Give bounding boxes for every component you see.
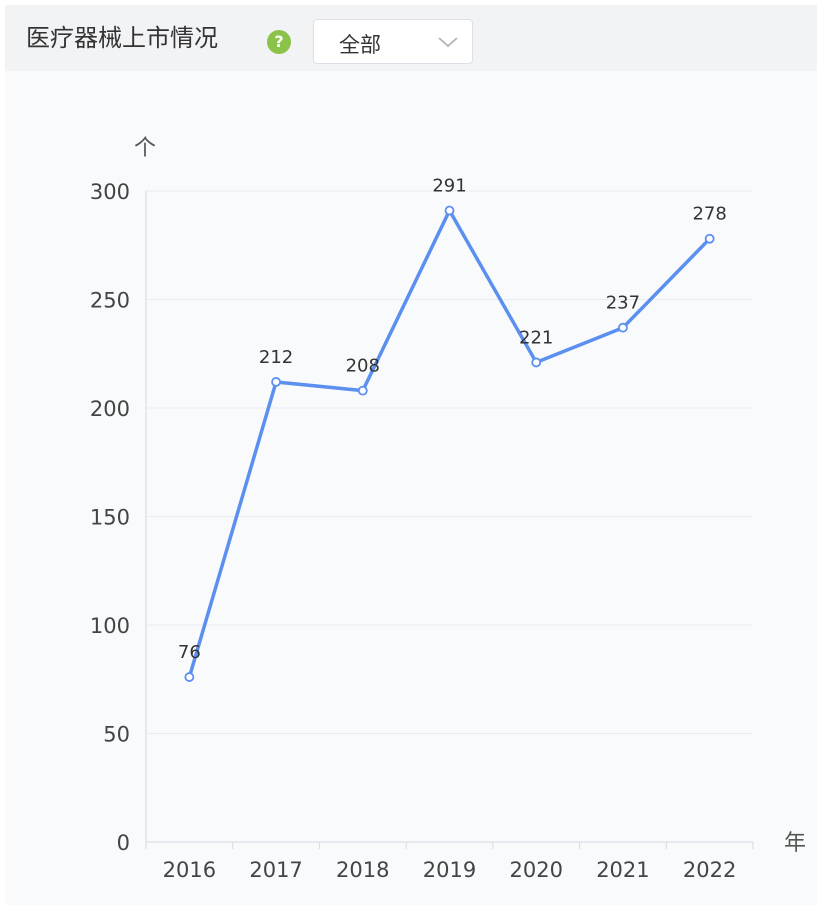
data-point xyxy=(184,672,195,682)
y-tick-label: 150 xyxy=(90,506,130,530)
y-tick-label: 250 xyxy=(90,289,130,313)
data-label: 237 xyxy=(606,293,640,314)
y-tick-label: 200 xyxy=(90,397,130,421)
x-axis-label: 年 xyxy=(784,831,806,856)
header-bar: 医疗器械上市情况 ? 全部 xyxy=(5,5,817,71)
data-point xyxy=(357,385,368,396)
chevron-down-icon xyxy=(438,37,458,48)
data-point xyxy=(531,357,542,368)
y-tick-label: 300 xyxy=(90,180,130,204)
y-tick-label: 100 xyxy=(90,614,130,638)
y-tick-label: 0 xyxy=(117,831,130,855)
select-value: 全部 xyxy=(339,33,381,57)
data-point xyxy=(271,377,281,387)
data-point xyxy=(618,322,628,333)
chart-area: 0 50 100 150 200 250 300 2016 2017 2018 2019 2020 20… xyxy=(5,71,817,905)
x-tick-label: 2020 xyxy=(509,858,562,882)
x-tick-label: 2018 xyxy=(336,858,389,882)
x-tick-label: 2021 xyxy=(596,858,649,882)
data-label: 76 xyxy=(178,642,201,663)
page-title: 医疗器械上市情况 xyxy=(26,24,218,52)
data-label: 221 xyxy=(519,327,553,348)
y-axis-label: 个 xyxy=(134,136,156,161)
data-label: 208 xyxy=(346,356,380,377)
x-tick-label: 2016 xyxy=(163,858,216,882)
x-tick-label: 2017 xyxy=(249,858,302,882)
category-select[interactable]: 全部 xyxy=(313,19,473,64)
data-label: 291 xyxy=(432,176,466,197)
data-point xyxy=(704,233,715,244)
x-tick-label: 2019 xyxy=(423,858,476,882)
data-label: 278 xyxy=(692,204,726,225)
question-circle-icon[interactable]: ? xyxy=(267,30,291,54)
data-point xyxy=(444,205,455,216)
series-line xyxy=(187,208,711,678)
x-tick-label: 2022 xyxy=(683,858,736,882)
data-label: 212 xyxy=(259,347,293,368)
line-chart: 0 50 100 150 200 250 300 2016 2017 2018 2019 2020 20… xyxy=(90,136,806,882)
y-tick-label: 50 xyxy=(103,723,130,747)
